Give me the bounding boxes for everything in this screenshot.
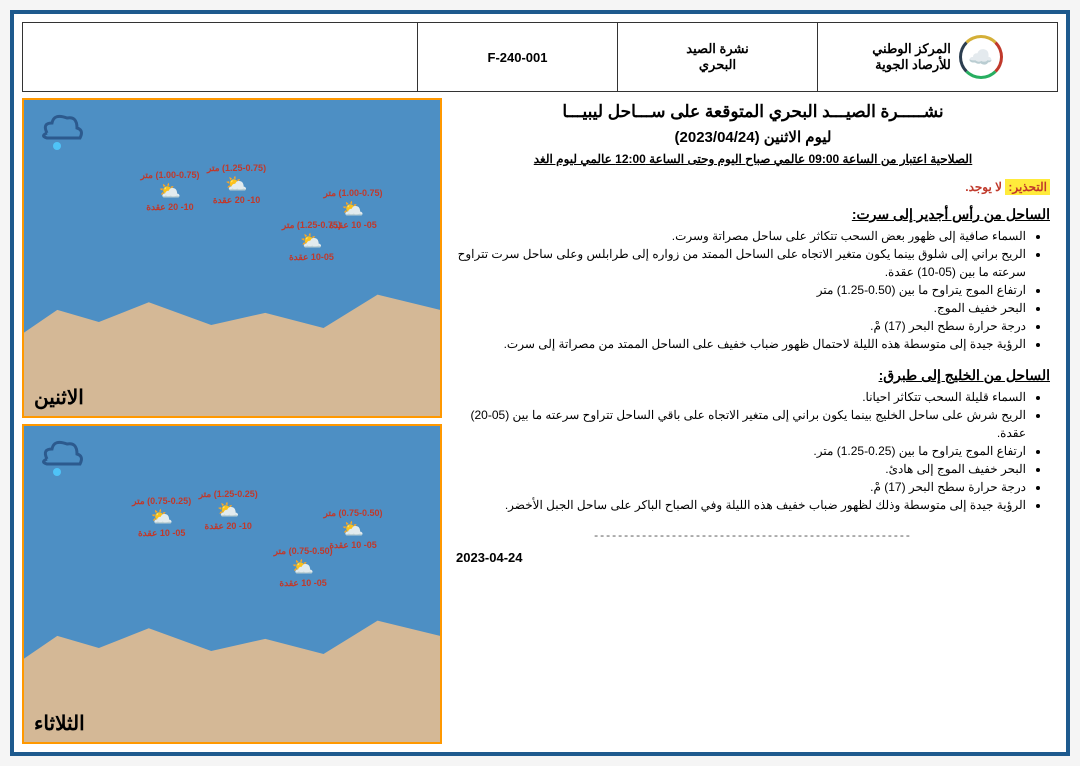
weather-point: (0.75-0.25) متر⛅05- 10 عقدة xyxy=(132,496,191,539)
divider-line: ----------------------------------------… xyxy=(456,528,1050,542)
doc-title-1: نشرة الصيد xyxy=(686,41,748,57)
warning-label: التحذير: xyxy=(1005,179,1050,195)
doc-title-2: البحري xyxy=(699,57,736,73)
header-row: ☁️ المركز الوطني للأرصاد الجوية نشرة الص… xyxy=(22,22,1058,92)
list-item: السماء قليلة السحب تتكاثر احيانا. xyxy=(456,388,1026,406)
rain-cloud-icon xyxy=(32,108,92,170)
validity-line: الصلاحية اعتبار من الساعة 09:00 عالمي صب… xyxy=(456,152,1050,166)
list-item: السماء صافية إلى ظهور بعض السحب تتكاثر ع… xyxy=(456,227,1026,245)
map-label-tuesday: الثلاثاء xyxy=(34,711,85,736)
org-line1: المركز الوطني xyxy=(872,41,951,57)
region-2-title: الساحل من الخليج إلى طبرق: xyxy=(456,367,1050,384)
doc-code: F-240-001 xyxy=(488,50,548,65)
list-item: الرؤية جيدة إلى متوسطة وذلك لظهور ضباب خ… xyxy=(456,496,1026,514)
list-item: ارتفاع الموج يتراوح ما بين (0.25-1.25) م… xyxy=(456,442,1026,460)
sub-title: ليوم الاثنين (2023/04/24) xyxy=(456,128,1050,146)
map-tuesday: (0.75-0.50) متر⛅05- 10 عقدة(0.75-0.50) م… xyxy=(22,424,442,744)
org-cell: ☁️ المركز الوطني للأرصاد الجوية xyxy=(817,23,1057,91)
logo-icon: ☁️ xyxy=(959,35,1003,79)
weather-point: (0.75-0.50) متر⛅05- 10 عقدة xyxy=(274,546,333,589)
list-item: الريح براني إلى شلوق بينما يكون متغير ال… xyxy=(456,245,1026,281)
list-item: ارتفاع الموج يتراوح ما بين (0.50-1.25) م… xyxy=(456,281,1026,299)
weather-point: (1.25-0.75) متر⛅10- 20 عقدة xyxy=(207,163,266,206)
list-item: البحر خفيف الموج. xyxy=(456,299,1026,317)
cloud-icon: ☁️ xyxy=(968,45,993,70)
org-line2: للأرصاد الجوية xyxy=(872,57,951,73)
maps-column: (1.00-0.75) متر⛅05- 10 عقدة(1.25-0.75) م… xyxy=(22,98,442,744)
region-1-title: الساحل من رأس أجدير إلى سرت: xyxy=(456,206,1050,223)
list-item: درجة حرارة سطح البحر (17) مْ. xyxy=(456,478,1026,496)
text-column: نشـــــرة الصيـــد البحري المتوقعة على س… xyxy=(448,98,1058,744)
region-1: الساحل من رأس أجدير إلى سرت: السماء صافي… xyxy=(456,206,1050,353)
weather-point: (1.25-0.25) متر⛅10- 20 عقدة xyxy=(199,489,258,532)
map-label-monday: الاثنين xyxy=(34,385,84,410)
doc-title-cell: نشرة الصيد البحري xyxy=(617,23,817,91)
document-page: ☁️ المركز الوطني للأرصاد الجوية نشرة الص… xyxy=(10,10,1070,756)
code-cell: F-240-001 xyxy=(417,23,617,91)
map-monday: (1.00-0.75) متر⛅05- 10 عقدة(1.25-0.75) م… xyxy=(22,98,442,418)
warning-row: التحذير: لا يوجد. xyxy=(456,180,1050,194)
weather-point: (0.75-0.50) متر⛅05- 10 عقدة xyxy=(324,508,383,551)
weather-point: (1.00-0.75) متر⛅10- 20 عقدة xyxy=(140,170,199,213)
region-1-list: السماء صافية إلى ظهور بعض السحب تتكاثر ع… xyxy=(456,227,1050,353)
rain-cloud-icon xyxy=(32,434,92,496)
list-item: الريح شرش على ساحل الخليج بينما يكون برا… xyxy=(456,406,1026,442)
main-title: نشـــــرة الصيـــد البحري المتوقعة على س… xyxy=(456,102,1050,122)
list-item: البحر خفيف الموج إلى هادئ. xyxy=(456,460,1026,478)
map-header-space xyxy=(23,23,417,91)
list-item: درجة حرارة سطح البحر (17) مْ. xyxy=(456,317,1026,335)
warning-text: لا يوجد. xyxy=(965,180,1002,194)
footer-date: 2023-04-24 xyxy=(456,550,1050,565)
weather-point: (1.25-0.75) متر⛅10-05 عقدة xyxy=(282,220,341,263)
region-2: الساحل من الخليج إلى طبرق: السماء قليلة … xyxy=(456,367,1050,514)
region-2-list: السماء قليلة السحب تتكاثر احيانا. الريح … xyxy=(456,388,1050,514)
content-row: نشـــــرة الصيـــد البحري المتوقعة على س… xyxy=(22,92,1058,744)
list-item: الرؤية جيدة إلى متوسطة هذه الليلة لاحتما… xyxy=(456,335,1026,353)
